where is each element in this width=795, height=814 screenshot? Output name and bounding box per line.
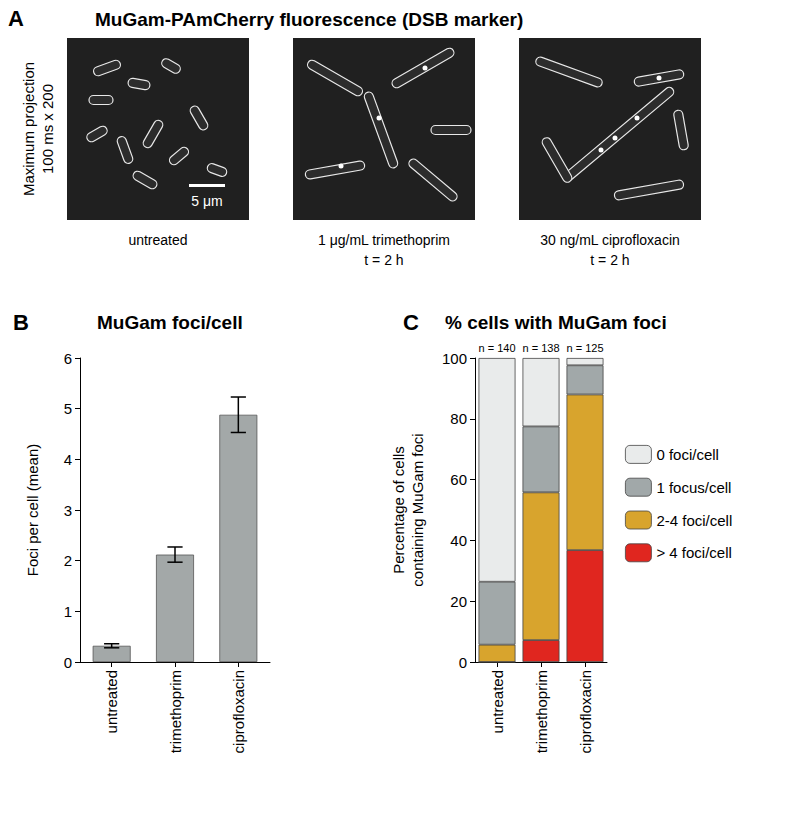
- svg-text:% cells with MuGam foci: % cells with MuGam foci: [445, 312, 667, 333]
- svg-text:6: 6: [64, 350, 72, 367]
- svg-text:C: C: [403, 310, 419, 335]
- svg-text:MuGam-PAmCherry fluorescence (: MuGam-PAmCherry fluorescence (DSB marker…: [95, 9, 523, 30]
- svg-text:> 4 foci/cell: > 4 foci/cell: [656, 544, 731, 561]
- svg-text:1 μg/mL trimethoprim: 1 μg/mL trimethoprim: [318, 232, 450, 248]
- svg-text:t = 2 h: t = 2 h: [364, 252, 403, 268]
- svg-text:0: 0: [459, 654, 467, 671]
- svg-text:untreated: untreated: [128, 232, 187, 248]
- svg-text:trimethoprim: trimethoprim: [533, 670, 550, 753]
- svg-text:3: 3: [64, 502, 72, 519]
- svg-text:Maximum projection100 ms x 200: Maximum projection100 ms x 200: [20, 62, 56, 196]
- svg-text:Foci per cell (mean): Foci per cell (mean): [24, 444, 41, 577]
- svg-text:t = 2 h: t = 2 h: [590, 252, 629, 268]
- svg-text:20: 20: [450, 593, 467, 610]
- svg-text:B: B: [13, 310, 29, 335]
- svg-text:Percentage of cells: Percentage of cells: [390, 446, 407, 574]
- svg-text:5: 5: [64, 400, 72, 417]
- svg-text:ciprofloxacin: ciprofloxacin: [577, 670, 594, 753]
- svg-text:30 ng/mL ciprofloxacin: 30 ng/mL ciprofloxacin: [540, 232, 680, 248]
- svg-text:80: 80: [450, 410, 467, 427]
- svg-text:untreated: untreated: [103, 670, 120, 733]
- svg-text:0: 0: [64, 654, 72, 671]
- svg-text:1: 1: [64, 603, 72, 620]
- svg-text:4: 4: [64, 451, 72, 468]
- svg-text:trimethoprim: trimethoprim: [167, 670, 184, 753]
- svg-text:100: 100: [442, 350, 467, 367]
- svg-text:containing MuGam foci: containing MuGam foci: [409, 433, 426, 586]
- svg-text:40: 40: [450, 532, 467, 549]
- svg-text:ciprofloxacin: ciprofloxacin: [230, 670, 247, 753]
- svg-text:n = 125: n = 125: [566, 342, 603, 354]
- svg-text:1 focus/cell: 1 focus/cell: [656, 479, 731, 496]
- svg-text:MuGam foci/cell: MuGam foci/cell: [97, 312, 243, 333]
- svg-text:A: A: [8, 6, 24, 31]
- svg-text:60: 60: [450, 471, 467, 488]
- svg-text:5 μm: 5 μm: [191, 193, 222, 209]
- svg-text:untreated: untreated: [489, 670, 506, 733]
- svg-text:0 foci/cell: 0 foci/cell: [656, 446, 719, 463]
- svg-text:n = 140: n = 140: [478, 342, 515, 354]
- svg-text:n = 138: n = 138: [522, 342, 559, 354]
- svg-text:2: 2: [64, 552, 72, 569]
- svg-text:2-4 foci/cell: 2-4 foci/cell: [656, 512, 732, 529]
